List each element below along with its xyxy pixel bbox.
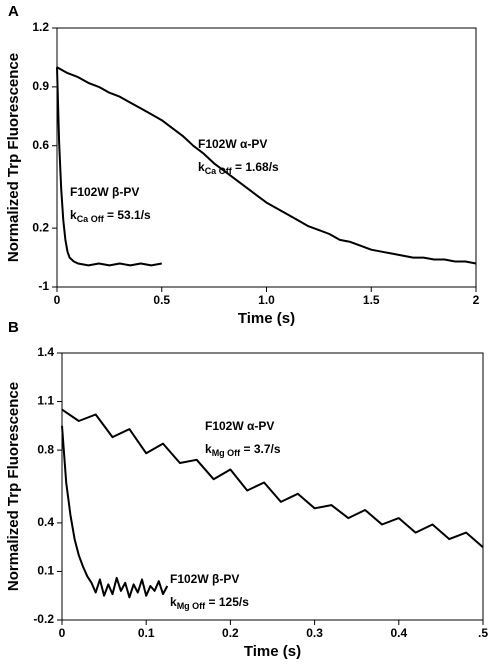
x-tick-label: 0.1: [138, 626, 155, 640]
trace: [56, 66, 477, 265]
y-tick-label: 0.9: [32, 79, 49, 93]
y-tick-label: 1.1: [37, 394, 54, 408]
y-tick-label: 0.1: [37, 564, 54, 578]
annotation-name: F102W α-PV: [205, 419, 274, 433]
panel-label: B: [8, 319, 19, 336]
rate-subscript: Mg Off: [177, 601, 206, 611]
x-tick-label: 0: [54, 293, 61, 307]
x-tick-label: 0.5: [153, 293, 170, 307]
plot-frame: [56, 27, 477, 288]
plot-frame: [61, 352, 484, 621]
rate-subscript: Ca Off: [77, 214, 105, 224]
trace: [61, 408, 484, 548]
x-tick-label: 1.5: [363, 293, 380, 307]
y-tick-label: 0.6: [32, 138, 49, 152]
y-axis-label: Normalized Trp Fluorescence: [5, 382, 22, 591]
rate-value: = 1.68/s: [232, 160, 279, 174]
rate-symbol: k: [205, 442, 212, 456]
trace: [56, 67, 162, 267]
rate-value: = 3.7/s: [240, 442, 281, 456]
x-axis-label: Time (s): [244, 643, 301, 660]
rate-value: = 125/s: [205, 595, 249, 609]
x-tick-label: .5: [478, 626, 488, 640]
panel-label: A: [8, 3, 19, 20]
rate-value: = 53.1/s: [104, 208, 151, 222]
rate-subscript: Mg Off: [212, 448, 241, 458]
annotation-rate: kCa Off = 53.1/s: [70, 208, 151, 224]
y-tick-label: 0.2: [32, 220, 49, 234]
annotation-name: F102W β-PV: [70, 185, 139, 199]
y-tick-label: 0.4: [37, 515, 54, 529]
y-tick-label: 1.2: [32, 20, 49, 34]
rate-symbol: k: [170, 595, 177, 609]
x-axis-label: Time (s): [238, 310, 295, 327]
rate-symbol: k: [70, 208, 77, 222]
annotation-rate: kMg Off = 125/s: [170, 595, 249, 611]
x-tick-label: 0: [59, 626, 66, 640]
annotation-rate: kCa Off = 1.68/s: [198, 160, 279, 176]
x-tick-label: 2: [473, 293, 480, 307]
y-tick-label: -0.2: [33, 612, 54, 626]
x-tick-label: 0.4: [390, 626, 407, 640]
trace: [61, 425, 169, 599]
y-tick-label: -1: [38, 279, 49, 293]
x-tick-label: 0.3: [306, 626, 323, 640]
annotation-name: F102W β-PV: [170, 572, 239, 586]
rate-symbol: k: [198, 160, 205, 174]
x-tick-label: 0.2: [222, 626, 239, 640]
y-axis-label: Normalized Trp Fluorescence: [5, 53, 22, 262]
y-tick-label: 1.4: [37, 345, 54, 359]
annotation-name: F102W α-PV: [198, 137, 267, 151]
y-tick-label: 0.8: [37, 442, 54, 456]
annotation-rate: kMg Off = 3.7/s: [205, 442, 281, 458]
rate-subscript: Ca Off: [205, 166, 233, 176]
x-tick-label: 1.0: [258, 293, 275, 307]
